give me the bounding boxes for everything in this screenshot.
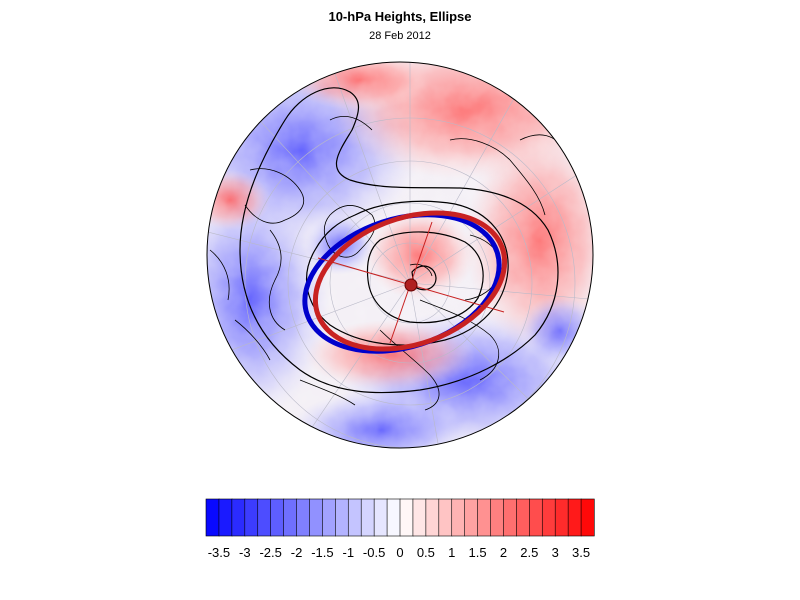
colorbar-cell [567,498,582,537]
colorbar-cell [360,498,375,537]
colorbar-labels: -3.5 -3 -2.5 -2 -1.5 -1 -0.5 0 0.5 1 1.5 2 2.5 3 3.5 [208,545,590,560]
colorbar-cell [296,498,311,537]
colorbar-cell [490,498,505,537]
colorbar-cell [335,498,349,537]
colorbar-tick-label: 1 [448,545,455,560]
colorbar-tick-label: 2.5 [520,545,538,560]
colorbar-cell [322,498,336,537]
colorbar-tick-label: 0.5 [417,545,435,560]
colorbar-cell [516,498,530,537]
colorbar-tick-label: -3.5 [208,545,230,560]
colorbar-cell [347,498,362,537]
colorbar-cell [580,498,595,537]
colorbar-cell [309,498,324,537]
colorbar-tick-label: -1 [342,545,354,560]
colorbar-cell [205,498,220,537]
colorbar-cell [244,498,259,537]
colorbar-cell [270,498,285,537]
colorbar-cell [218,498,233,537]
figure-title: 10-hPa Heights, Ellipse [328,9,472,24]
colorbar-tick-label: -0.5 [363,545,385,560]
colorbar-cell [399,498,414,537]
height-contours [239,87,559,394]
colorbar-tick-label: 3 [552,545,559,560]
colorbar-cell [503,498,518,537]
globe-outline [206,61,594,449]
colorbar-cells [205,498,595,537]
colorbar-cell [529,498,543,537]
colorbar-cell [231,498,246,537]
colorbar-tick-label: 3.5 [572,545,590,560]
colorbar-tick-label: -3 [239,545,251,560]
colorbar-cell [283,498,298,537]
colorbar-cell [451,498,466,537]
colorbar-cell [257,498,272,537]
colorbar-cell [438,498,453,537]
colorbar-tick-label: 2 [500,545,507,560]
colorbar-cell [541,498,556,537]
figure-date: 28 Feb 2012 [369,30,431,42]
colorbar-cell [412,498,427,537]
coastlines [209,116,566,411]
colorbar-tick-label: 1.5 [469,545,487,560]
ellipse-center [404,278,418,292]
colorbar-tick-label: -1.5 [311,545,333,560]
colorbar-tick-label: 0 [396,545,403,560]
colorbar-cell [373,498,388,537]
colorbar-tick-label: -2 [291,545,303,560]
colorbar-tick-label: -2.5 [259,545,281,560]
colorbar-cell [554,498,569,537]
colorbar-cell [464,498,479,537]
colorbar-cell [425,498,440,537]
colorbar-cell [477,498,492,537]
fitted-ellipse [312,210,508,352]
colorbar-cell [386,498,401,537]
